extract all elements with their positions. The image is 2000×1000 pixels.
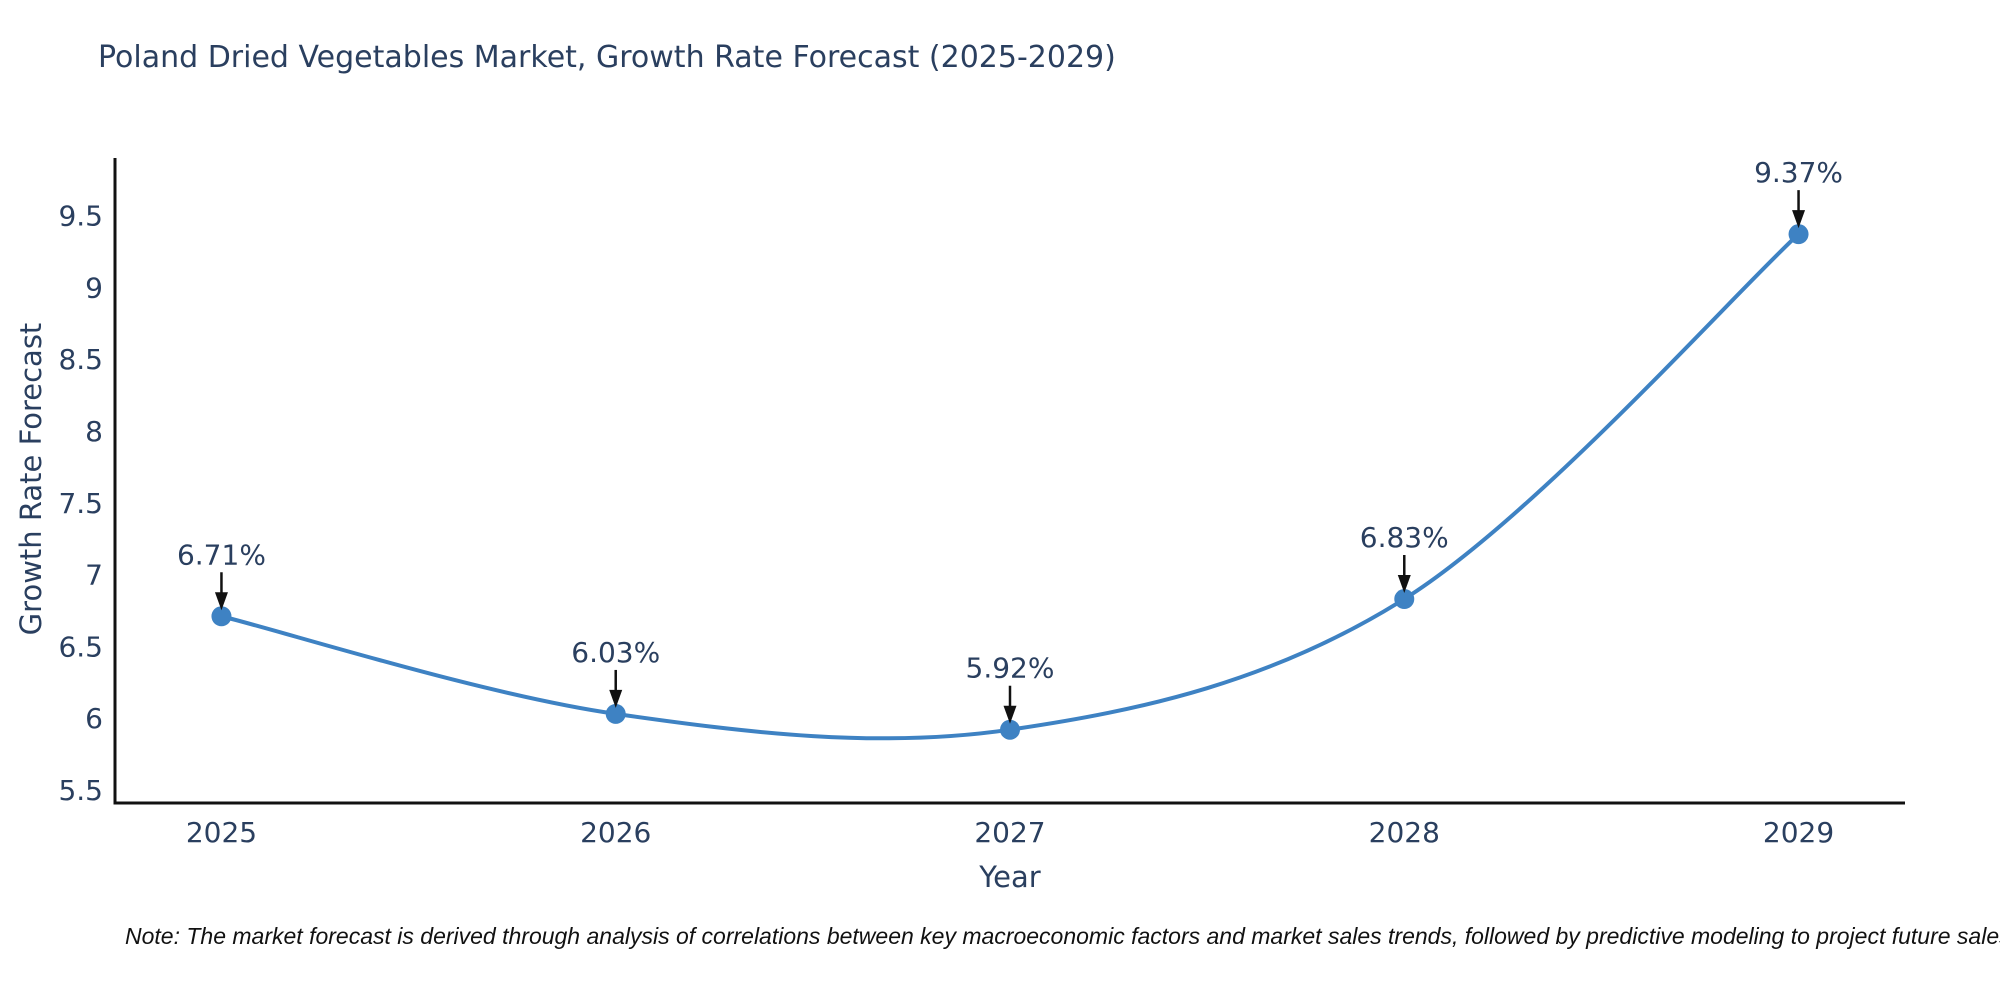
y-tick-label: 9 <box>85 271 103 304</box>
data-point-marker <box>1788 224 1809 245</box>
annotation-label: 5.92% <box>966 652 1055 685</box>
annotation-arrowhead <box>1003 705 1017 724</box>
annotation-arrowhead <box>1792 210 1806 229</box>
annotation-label: 6.83% <box>1360 521 1449 554</box>
x-tick-label: 2027 <box>974 816 1045 849</box>
x-tick-label: 2025 <box>186 816 257 849</box>
footnote: Note: The market forecast is derived thr… <box>125 923 2000 949</box>
data-point-marker <box>605 703 626 724</box>
x-axis-title: Year <box>979 860 1041 894</box>
annotation-arrowhead <box>609 689 623 708</box>
y-tick-label: 5.5 <box>58 774 103 807</box>
series-line <box>219 232 1801 741</box>
axis-spines <box>113 158 1905 805</box>
annotation-arrowhead <box>1397 575 1411 594</box>
chart-title: Poland Dried Vegetables Market, Growth R… <box>98 40 1116 75</box>
y-tick-label: 7.5 <box>58 487 103 520</box>
y-tick-label: 8 <box>85 415 103 448</box>
data-point-marker <box>211 606 232 627</box>
data-point-marker <box>1394 589 1415 610</box>
annotation-label: 6.03% <box>571 636 660 669</box>
x-tick-label: 2026 <box>580 816 651 849</box>
y-tick-label: 8.5 <box>58 343 103 376</box>
annotation-arrowhead <box>214 592 228 611</box>
y-tick-label: 6.5 <box>58 630 103 663</box>
x-tick-label: 2028 <box>1369 816 1440 849</box>
x-tick-label: 2029 <box>1763 816 1834 849</box>
annotation-label: 6.71% <box>177 538 266 571</box>
y-tick-label: 9.5 <box>58 199 103 232</box>
data-point-marker <box>1000 719 1020 740</box>
y-tick-label: 7 <box>85 559 103 592</box>
annotation-label: 9.37% <box>1754 156 1843 189</box>
y-tick-label: 6 <box>85 702 103 735</box>
